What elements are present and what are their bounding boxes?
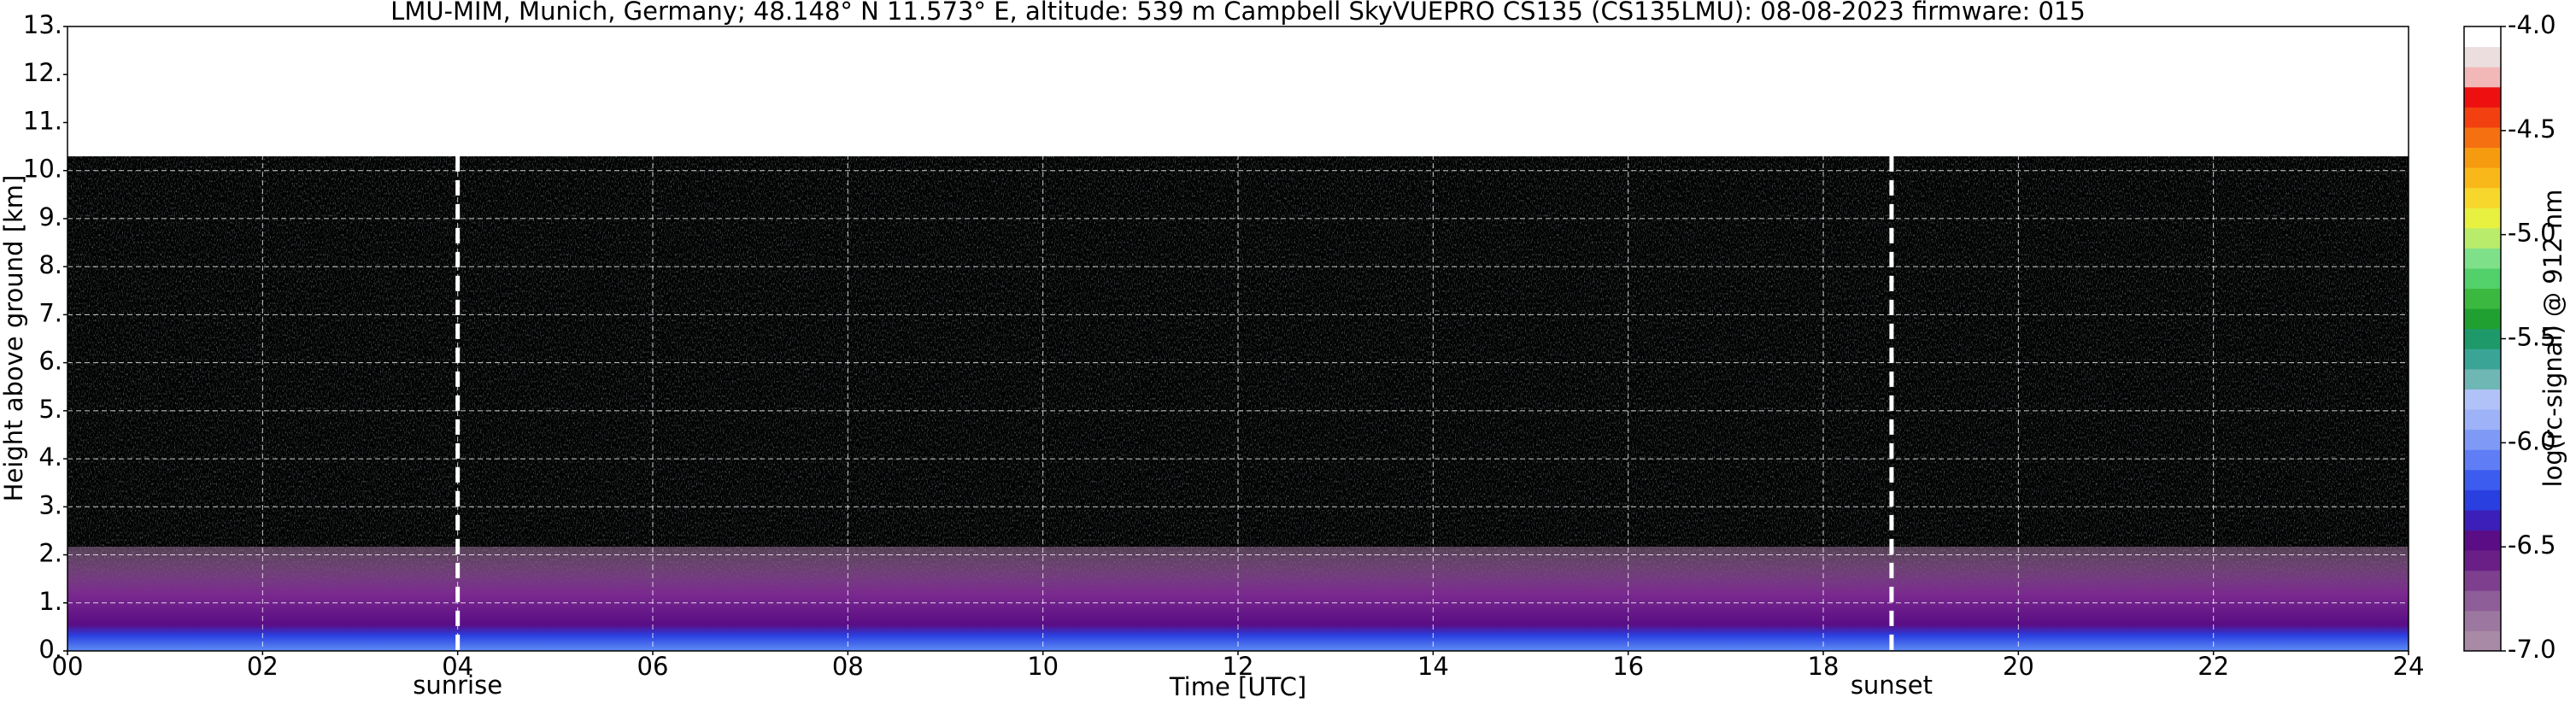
colorbar-swatch — [2464, 389, 2501, 410]
y-tick-label: 1. — [38, 587, 62, 616]
colorbar-swatch — [2464, 368, 2501, 390]
colorbar-swatch — [2464, 187, 2501, 208]
y-tick-label: 2. — [38, 539, 62, 568]
colorbar-swatch — [2464, 489, 2501, 511]
x-tick-label: 18 — [1808, 652, 1840, 681]
colorbar-swatch — [2464, 288, 2501, 309]
x-tick-label: 14 — [1417, 652, 1449, 681]
colorbar-swatch — [2464, 570, 2501, 591]
y-axis-label: Height above ground [km] — [0, 175, 28, 502]
colorbar-tick-label: -7.0 — [2508, 635, 2556, 664]
x-tick-label: 20 — [2003, 652, 2034, 681]
y-tick-label: 11. — [23, 106, 62, 135]
colorbar-swatch — [2464, 107, 2501, 128]
colorbar-swatch — [2464, 208, 2501, 229]
colorbar-tick-label: -4.5 — [2508, 114, 2556, 144]
colorbar-swatch — [2464, 530, 2501, 551]
colorbar-tick-label: -5.5 — [2508, 323, 2556, 352]
y-tick-label: 9. — [38, 202, 62, 231]
colorbar-swatch — [2464, 67, 2501, 88]
colorbar-swatch — [2464, 126, 2501, 148]
x-tick-label: 16 — [1612, 652, 1644, 681]
colorbar-swatch — [2464, 630, 2501, 652]
colorbar-tick-label: -6.0 — [2508, 426, 2556, 455]
y-tick-label: 4. — [38, 442, 62, 472]
colorbar-swatch — [2464, 469, 2501, 490]
grid — [67, 26, 2409, 652]
colorbar-swatch — [2464, 610, 2501, 631]
colorbar-swatch — [2464, 167, 2501, 189]
colorbar-tick-label: -5.0 — [2508, 219, 2556, 248]
colorbar-swatch — [2464, 509, 2501, 531]
x-tick-label: 02 — [247, 652, 279, 681]
x-tick-label: 22 — [2198, 652, 2229, 681]
colorbar-swatch — [2464, 147, 2501, 168]
y-tick-label: 5. — [38, 395, 62, 424]
y-tick-label: 10. — [23, 155, 62, 184]
y-tick-label: 0. — [38, 635, 62, 664]
x-tick-label: 12 — [1223, 652, 1254, 681]
chart-title: LMU-MIM, Munich, Germany; 48.148° N 11.5… — [390, 0, 2086, 26]
colorbar-swatch — [2464, 46, 2501, 67]
colorbar-swatch — [2464, 449, 2501, 471]
y-tick-label: 12. — [23, 58, 62, 87]
x-tick-label: 08 — [832, 652, 864, 681]
x-tick-label: 10 — [1027, 652, 1059, 681]
x-tick-label: 04 — [442, 652, 473, 681]
colorbar-tick-label: -6.5 — [2508, 530, 2556, 560]
colorbar-swatch — [2464, 227, 2501, 249]
colorbar-swatch — [2464, 429, 2501, 450]
x-tick-label: 24 — [2393, 652, 2425, 681]
y-tick-label: 7. — [38, 298, 62, 327]
colorbar-tick-label: -4.0 — [2508, 10, 2556, 39]
colorbar-swatch — [2464, 328, 2501, 349]
colorbar-swatch — [2464, 267, 2501, 290]
colorbar-swatch — [2464, 349, 2501, 370]
colorbar-swatch — [2464, 590, 2501, 612]
colorbar-label: log(rc-signal) @ 912 nm — [2538, 190, 2567, 488]
colorbar-swatch — [2464, 550, 2501, 571]
colorbar-swatch — [2464, 409, 2501, 431]
colorbar-swatch — [2464, 248, 2501, 269]
y-tick-label: 3. — [38, 490, 62, 519]
x-tick-label: 00 — [52, 652, 84, 681]
y-tick-label: 8. — [38, 250, 62, 279]
colorbar-swatch — [2464, 86, 2501, 108]
x-tick-label: 06 — [637, 652, 669, 681]
annotation-label: sunrise — [413, 671, 502, 700]
colorbar-swatch — [2464, 26, 2501, 48]
x-axis-label: Time [UTC] — [1169, 672, 1306, 701]
y-tick-label: 6. — [38, 347, 62, 376]
annotation-label: sunset — [1851, 671, 1933, 700]
colorbar-swatch — [2464, 308, 2501, 330]
y-tick-label: 13. — [23, 10, 62, 39]
